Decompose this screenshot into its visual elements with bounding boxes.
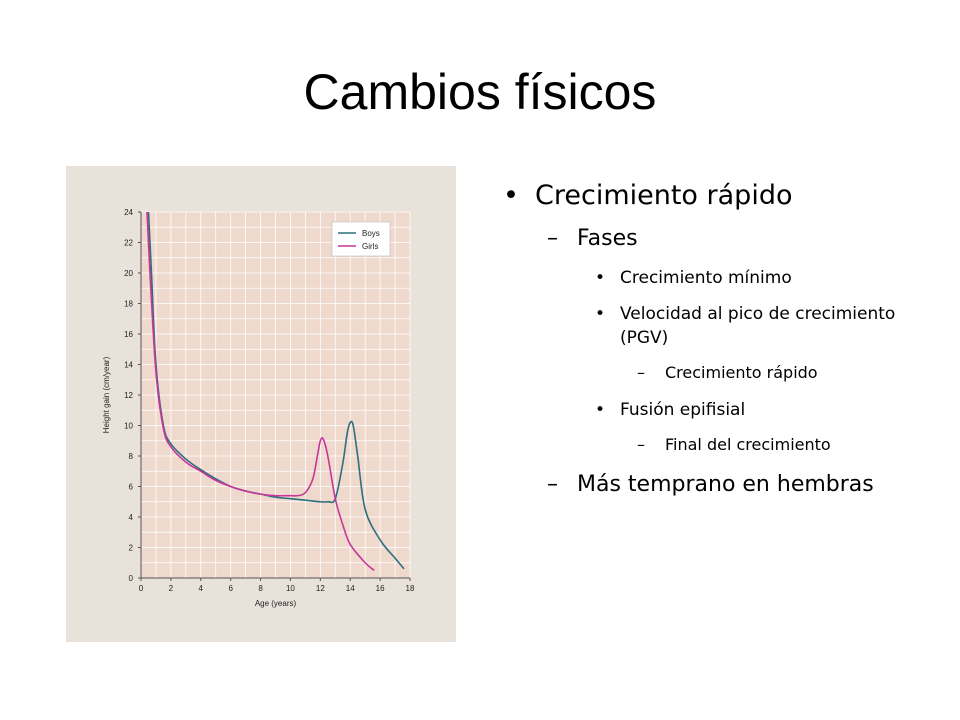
- y-tick-label: 22: [124, 239, 133, 248]
- x-tick-label: 4: [199, 584, 204, 593]
- slide-title: Cambios físicos: [303, 64, 657, 120]
- y-tick-label: 2: [129, 544, 134, 553]
- series-line-girls: [146, 211, 375, 571]
- x-tick-label: 6: [228, 584, 233, 593]
- y-tick-label: 18: [124, 300, 133, 309]
- bullet-text: Más temprano en hembras: [577, 472, 874, 497]
- dash-marker: –: [547, 472, 558, 497]
- bullet-final: – Final del crecimiento: [495, 434, 935, 456]
- bullet-phases: – Fases: [495, 224, 935, 254]
- x-tick-label: 12: [316, 584, 325, 593]
- bullet-fusion: • Fusión epifisial: [495, 398, 935, 422]
- bullet-text: Crecimiento rápido: [665, 363, 818, 382]
- x-tick-label: 2: [169, 584, 174, 593]
- bullet-text: Fases: [577, 226, 638, 251]
- y-axis-label: Height gain (cm/year): [102, 356, 111, 433]
- growth-chart-figure: 0 2 4 6 8 10 12 14 16 18 0 2 4 6 8 10 12 14 16 18 20 22 24 Boy…: [66, 166, 456, 642]
- y-tick-label: 6: [129, 483, 134, 492]
- bullet-minimum: • Crecimiento mínimo: [495, 266, 935, 290]
- dash-marker: –: [547, 226, 558, 251]
- y-tick-label: 12: [124, 391, 133, 400]
- y-tick-label: 24: [124, 208, 133, 217]
- bullet-text: Crecimiento mínimo: [620, 268, 792, 288]
- bullet-rapid: – Crecimiento rápido: [495, 362, 935, 384]
- bullet-text: Fusión epifisial: [620, 400, 746, 420]
- legend-label: Boys: [362, 229, 380, 238]
- bullet-growth: • Crecimiento rápido: [495, 176, 935, 216]
- legend-box: [331, 221, 391, 257]
- series-line-boys: [147, 211, 405, 570]
- legend-label: Girls: [362, 242, 378, 251]
- bullet-earlier-females: – Más temprano en hembras: [495, 470, 935, 500]
- x-tick-label: 14: [346, 584, 355, 593]
- bullet-marker: •: [595, 304, 606, 324]
- dash-marker: –: [637, 363, 645, 382]
- x-tick-label: 0: [139, 584, 144, 593]
- y-tick-label: 4: [129, 513, 134, 522]
- y-tick-label: 10: [124, 422, 133, 431]
- bullet-text: Velocidad al pico de crecimiento (PGV): [620, 304, 896, 348]
- x-tick-label: 18: [406, 584, 415, 593]
- y-tick-label: 20: [124, 269, 133, 278]
- bullet-marker: •: [503, 180, 519, 211]
- dash-marker: –: [637, 435, 645, 454]
- bullet-text: Final del crecimiento: [665, 435, 831, 454]
- x-tick-label: 16: [376, 584, 385, 593]
- bullet-text: Crecimiento rápido: [535, 180, 793, 211]
- y-tick-label: 8: [129, 452, 134, 461]
- y-tick-label: 0: [129, 574, 134, 583]
- bullet-list: • Crecimiento rápido – Fases • Crecimien…: [495, 176, 935, 512]
- bullet-marker: •: [595, 268, 606, 288]
- x-axis-label: Age (years): [255, 599, 297, 608]
- y-tick-label: 16: [124, 330, 133, 339]
- bullet-pgv: • Velocidad al pico de crecimiento (PGV): [495, 302, 935, 350]
- bullet-marker: •: [595, 400, 606, 420]
- x-tick-label: 10: [286, 584, 295, 593]
- x-tick-label: 8: [258, 584, 263, 593]
- y-tick-label: 14: [124, 361, 133, 370]
